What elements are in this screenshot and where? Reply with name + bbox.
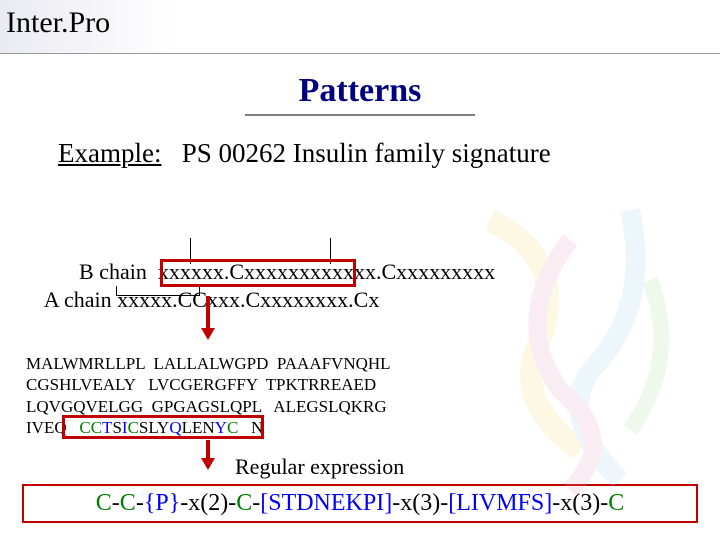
regex-box: C-C-{P}-x(2)-C-[STDNEKPI]-x(3)-[LIVMFS]-… — [22, 484, 698, 523]
slide-title-underline — [245, 114, 475, 116]
example-text — [168, 138, 182, 168]
arrow-2-head — [201, 458, 215, 470]
arrow-1-head — [201, 328, 215, 340]
sequence-highlight-box — [62, 415, 264, 439]
example-label: Example: — [58, 138, 161, 168]
a-chain-highlight-box — [160, 259, 356, 287]
seq-row-1: CGSHLVEALY LVCGERGFFY TPKTRREAED — [26, 374, 391, 395]
header-bar: Inter.Pro — [0, 0, 720, 54]
regex-expression: C-C-{P}-x(2)-C-[STDNEKPI]-x(3)-[LIVMFS]-… — [96, 490, 624, 516]
example-line: Example: PS 00262 Insulin family signatu… — [58, 138, 720, 169]
seq-row-0: MALWMRLLPL LALLALWGPD PAAAFVNQHL — [26, 353, 391, 374]
arrow-1-stem — [206, 296, 210, 330]
a-chain-bracket — [116, 286, 200, 296]
a-chain-label: A chain — [44, 287, 117, 312]
slide-title: Patterns — [0, 72, 720, 110]
logo-text: Inter.Pro — [6, 6, 110, 40]
example-value: PS 00262 Insulin family signature — [182, 138, 551, 168]
regex-label: Regular expression — [235, 454, 404, 480]
arrow-2-stem — [206, 440, 210, 460]
seq-row-2: LQVGQVELGG GPGAGSLQPL ALEGSLQKRG — [26, 396, 391, 417]
slide-title-block: Patterns — [0, 72, 720, 116]
